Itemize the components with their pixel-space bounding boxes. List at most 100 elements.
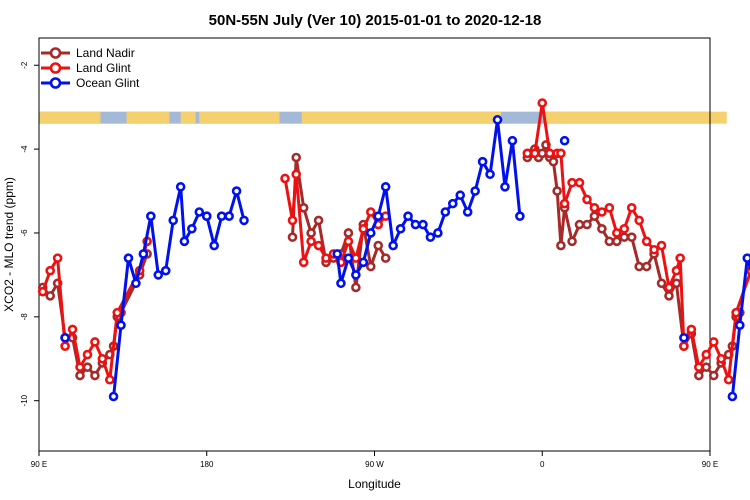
data-point	[559, 135, 570, 146]
data-point	[626, 232, 637, 242]
data-point	[194, 207, 205, 217]
data-point	[694, 362, 704, 372]
x-tick-label: 90 E	[702, 460, 718, 469]
data-point	[742, 253, 750, 263]
data-point	[735, 320, 745, 331]
data-point	[656, 278, 667, 289]
data-point	[321, 253, 331, 263]
data-point	[671, 278, 682, 289]
land-band-segment	[199, 111, 280, 124]
legend-marker	[49, 47, 62, 59]
data-point	[336, 278, 346, 289]
data-point	[641, 261, 652, 272]
data-point	[664, 282, 674, 293]
data-point	[649, 244, 659, 255]
x-tick-label: 0	[540, 460, 545, 469]
data-point	[82, 362, 93, 372]
data-point	[37, 286, 48, 297]
data-point	[556, 148, 566, 159]
land-band-segment	[301, 111, 502, 124]
data-point	[75, 362, 85, 372]
data-point	[231, 186, 242, 196]
data-point	[694, 370, 704, 381]
data-point	[380, 253, 391, 263]
data-point	[612, 228, 622, 238]
data-point	[365, 261, 376, 272]
data-point	[60, 341, 70, 351]
legend-label: Land Nadir	[76, 46, 135, 60]
data-point	[216, 211, 227, 221]
data-point	[45, 265, 55, 276]
data-point	[701, 362, 712, 372]
data-point	[470, 186, 480, 196]
data-point	[440, 207, 451, 217]
data-point	[351, 282, 361, 293]
data-point	[291, 169, 302, 180]
data-point	[410, 219, 421, 230]
data-point	[224, 211, 234, 221]
data-point	[343, 228, 354, 238]
data-point	[664, 291, 674, 301]
data-point	[298, 203, 309, 213]
data-point	[548, 156, 559, 167]
series-2	[60, 114, 750, 402]
x-axis: 90 E 180 90 W 0 90 E	[31, 451, 718, 469]
data-point	[82, 349, 93, 360]
data-point	[597, 223, 607, 234]
data-point	[567, 177, 577, 188]
data-point	[75, 370, 85, 381]
data-point	[138, 249, 149, 259]
data-point	[727, 391, 738, 402]
data-point	[60, 332, 70, 343]
data-point	[522, 148, 533, 159]
data-point	[492, 114, 503, 125]
y-axis-label: XCO2 - MLO trend (ppm)	[2, 177, 16, 312]
data-point	[723, 374, 734, 385]
data-point	[485, 169, 495, 180]
data-point	[619, 232, 630, 242]
data-point	[537, 148, 548, 159]
data-point	[123, 253, 134, 263]
data-point	[612, 236, 622, 247]
data-point	[343, 253, 354, 263]
data-point	[365, 207, 376, 217]
data-point	[626, 203, 637, 213]
data-point	[731, 307, 741, 318]
data-point	[604, 236, 615, 247]
data-point	[160, 265, 171, 276]
data-point	[373, 240, 384, 251]
data-point	[373, 211, 384, 221]
data-point	[716, 353, 726, 364]
x-tick-label: 90 E	[31, 460, 47, 469]
data-point	[108, 391, 119, 402]
data-point	[500, 182, 510, 192]
data-point	[574, 219, 585, 230]
data-point	[332, 249, 343, 259]
data-point	[306, 236, 316, 247]
data-point	[556, 240, 566, 251]
y-axis: -2 -4 -6 -8 -10	[20, 61, 39, 406]
data-point	[671, 265, 682, 276]
y-tick-label: -8	[20, 313, 29, 321]
data-point	[604, 203, 615, 213]
data-point	[105, 374, 115, 385]
data-point	[686, 324, 697, 335]
data-point	[447, 198, 458, 209]
data-point	[574, 177, 585, 188]
data-point	[634, 215, 644, 226]
y-tick-label: -4	[20, 145, 29, 153]
data-point	[634, 261, 644, 272]
data-point	[179, 236, 190, 247]
data-point	[306, 228, 316, 238]
data-point	[388, 240, 398, 251]
data-point	[187, 223, 197, 234]
data-point	[425, 232, 436, 242]
data-point	[90, 370, 100, 381]
data-point	[287, 215, 298, 226]
data-point	[175, 182, 186, 192]
data-point	[358, 223, 369, 234]
land-band-segment	[544, 111, 727, 124]
data-point	[116, 320, 126, 331]
chart-title: 50N-55N July (Ver 10) 2015-01-01 to 2020…	[209, 12, 542, 29]
